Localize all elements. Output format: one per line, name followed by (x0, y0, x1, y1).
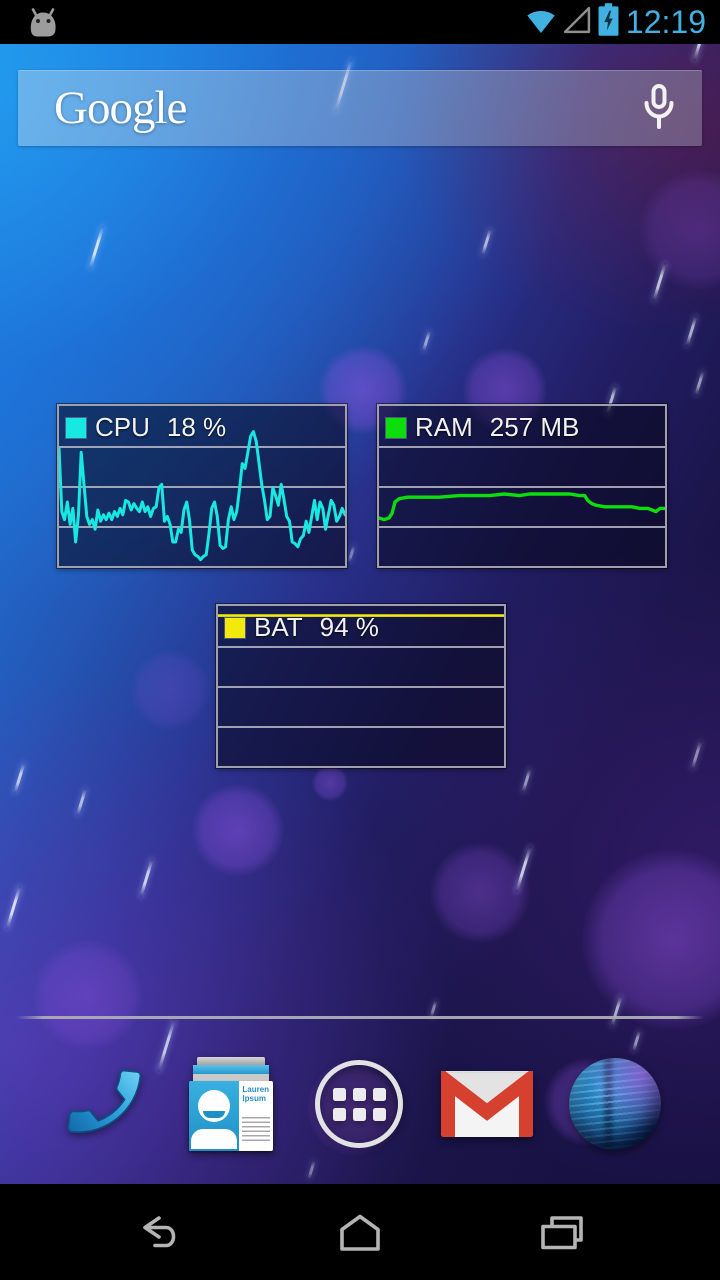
gridline (218, 646, 504, 648)
light-streak (157, 1018, 176, 1073)
battery-monitor-widget[interactable]: BAT 94 % (216, 604, 506, 768)
signal-strength-icon (563, 6, 591, 39)
cpu-value: 18 % (166, 412, 227, 442)
light-streak (631, 1030, 642, 1052)
bokeh-circle (582, 850, 720, 1030)
bokeh-circle (430, 843, 530, 943)
gridline (59, 526, 345, 528)
gmail-app-icon[interactable] (439, 1056, 535, 1152)
recents-button[interactable] (502, 1184, 622, 1280)
gridline (379, 486, 665, 488)
google-search-bar[interactable]: Google (18, 70, 702, 146)
light-streak (307, 1159, 316, 1181)
home-icon (340, 1214, 380, 1251)
light-streak (694, 370, 705, 396)
bokeh-circle (130, 650, 210, 730)
contact-detail-lines (242, 1117, 270, 1141)
phone-app-icon[interactable] (55, 1056, 151, 1152)
wifi-icon (526, 6, 556, 39)
bokeh-circle (312, 765, 348, 801)
cpu-line-chart (59, 430, 345, 562)
battery-legend-swatch (225, 617, 245, 638)
microphone-icon[interactable] (642, 84, 676, 137)
ram-label: RAM (415, 412, 473, 442)
globe-violet-tint (569, 1058, 661, 1150)
gridline (379, 446, 665, 448)
ram-line-chart (379, 492, 665, 522)
gridline (218, 726, 504, 728)
phone-handset-icon (67, 1069, 142, 1133)
gridline (379, 526, 665, 528)
light-streak (690, 740, 703, 770)
bokeh-circle (640, 170, 720, 290)
android-notification-icon (24, 8, 62, 43)
globe-icon (569, 1058, 661, 1150)
battery-line-chart (218, 614, 504, 617)
contact-name-text: Lauren Ipsum (242, 1085, 270, 1103)
home-button[interactable] (300, 1184, 420, 1280)
bokeh-circle (33, 940, 143, 1050)
card-stack-page (197, 1057, 265, 1066)
people-app-icon[interactable]: Lauren Ipsum (183, 1056, 279, 1152)
cpu-label: CPU (95, 412, 150, 442)
gridline (218, 686, 504, 688)
app-grid-icon (332, 1087, 386, 1121)
gridline (59, 446, 345, 448)
bokeh-circle (192, 784, 284, 876)
dock-divider (16, 1016, 704, 1019)
cpu-legend-swatch (66, 417, 86, 438)
light-streak (88, 225, 105, 270)
google-logo: Google (54, 82, 187, 134)
back-icon (143, 1216, 176, 1248)
light-streak (521, 768, 532, 793)
gmail-envelope-icon (441, 1071, 533, 1137)
navigation-bar (0, 1184, 720, 1280)
back-button[interactable] (100, 1184, 220, 1280)
battery-value: 94 % (319, 612, 379, 642)
browser-app-icon[interactable] (567, 1056, 663, 1152)
light-streak (13, 762, 26, 794)
light-streak (421, 330, 432, 352)
ram-monitor-widget[interactable]: RAM 257 MB (377, 404, 667, 568)
person-smile (203, 1111, 226, 1118)
card-stack-page (193, 1065, 269, 1074)
contacts-card: Lauren Ipsum (187, 1057, 275, 1151)
battery-charging-icon (598, 3, 619, 41)
ram-value: 257 MB (489, 412, 580, 442)
battery-label: BAT (254, 612, 303, 642)
light-streak (5, 885, 22, 930)
gridline (59, 486, 345, 488)
light-streak (75, 788, 88, 816)
light-streak (480, 228, 493, 256)
light-streak (685, 315, 698, 347)
all-apps-circle (315, 1060, 403, 1148)
contact-photo-area (189, 1081, 240, 1151)
contact-card-text-column: Lauren Ipsum (239, 1081, 273, 1151)
ram-legend-swatch (386, 417, 406, 438)
recents-icon (541, 1216, 583, 1250)
clock: 12:19 (625, 3, 706, 40)
card-stack-page (193, 1074, 269, 1082)
all-apps-button[interactable] (311, 1056, 407, 1152)
light-streak (139, 858, 154, 898)
status-bar: 12:19 (0, 0, 720, 44)
contact-card-front: Lauren Ipsum (189, 1081, 273, 1151)
light-streak (347, 544, 356, 564)
cpu-monitor-widget[interactable]: CPU 18 % (57, 404, 347, 568)
person-shoulders (191, 1129, 238, 1149)
